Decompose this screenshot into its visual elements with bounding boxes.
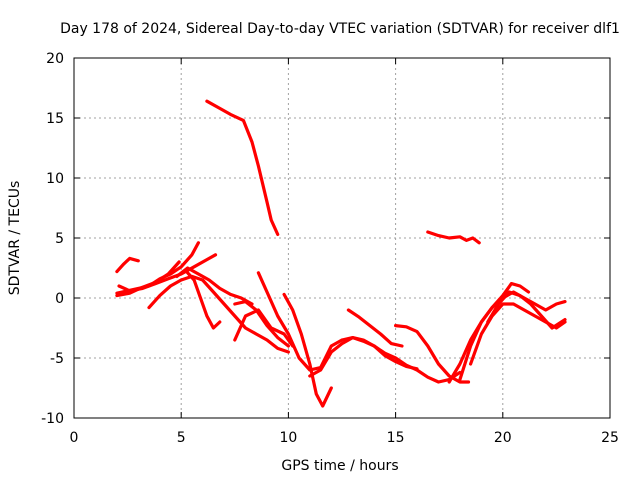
x-tick-label: 5: [177, 430, 186, 446]
series-trace-a: [205, 99, 280, 236]
series-trace-l: [233, 300, 290, 348]
series-trace-u: [486, 290, 567, 330]
series-trace-t: [469, 302, 567, 366]
chart-title: Day 178 of 2024, Sidereal Day-to-day VTE…: [60, 21, 620, 37]
series-trace-i: [175, 266, 254, 306]
axis-ticks: 0 5 10 15 20 25 -10 -5 0 5 10 15 20: [41, 51, 619, 446]
series-layer: [115, 99, 567, 408]
y-tick-label: 0: [55, 291, 64, 307]
series-trace-o: [340, 336, 462, 384]
series-trace-p: [346, 308, 404, 348]
x-tick-label: 20: [494, 430, 512, 446]
x-tick-label: 0: [70, 430, 79, 446]
series-trace-q: [394, 324, 471, 384]
y-tick-label: 15: [46, 111, 64, 127]
series-trace-f: [115, 260, 181, 298]
series-trace-m: [282, 292, 333, 408]
grid: [74, 58, 610, 418]
y-tick-label: 20: [46, 51, 64, 67]
y-axis-label: SDTVAR / TECUs: [7, 181, 23, 296]
y-tick-label: -5: [50, 351, 64, 367]
series-trace-g: [183, 268, 222, 330]
x-axis-label: GPS time / hours: [281, 458, 398, 474]
y-tick-label: 10: [46, 171, 64, 187]
series-trace-c: [115, 256, 140, 274]
series-trace-k: [233, 308, 295, 348]
y-tick-label: 5: [55, 231, 64, 247]
series-trace-r: [447, 282, 531, 384]
series-trace-j: [256, 271, 344, 372]
series-trace-h: [147, 274, 290, 354]
x-tick-label: 25: [601, 430, 619, 446]
y-tick-label: -10: [41, 411, 64, 427]
x-tick-label: 15: [387, 430, 405, 446]
x-tick-label: 10: [279, 430, 297, 446]
series-trace-b: [426, 230, 481, 245]
